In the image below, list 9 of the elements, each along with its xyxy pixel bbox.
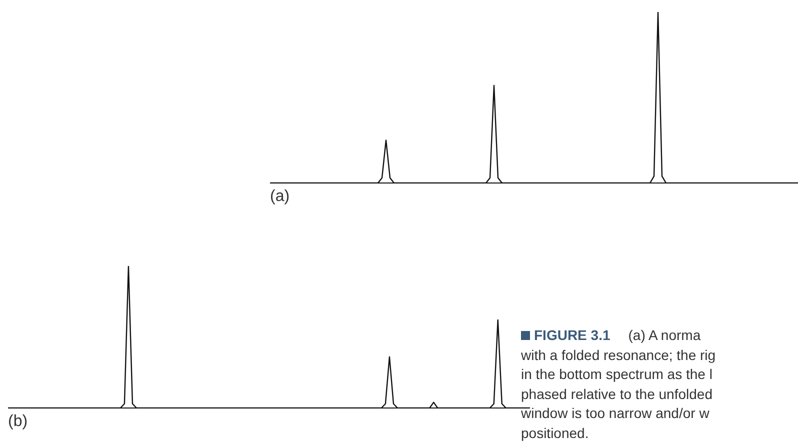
text: positioned. — [521, 424, 590, 443]
text: (b) — [8, 413, 28, 431]
annotation: in the bottom spectrum as the l — [521, 365, 714, 384]
text: (a) — [270, 188, 290, 206]
annotation: phased relative to the unfolded — [521, 384, 714, 404]
annotation: window is too narrow and/or w — [521, 404, 710, 423]
caption: FIGURE 3.1 — [534, 327, 610, 343]
annotation: with a folded resonance; the rig — [521, 346, 716, 365]
text: (a) A norma — [628, 327, 701, 343]
